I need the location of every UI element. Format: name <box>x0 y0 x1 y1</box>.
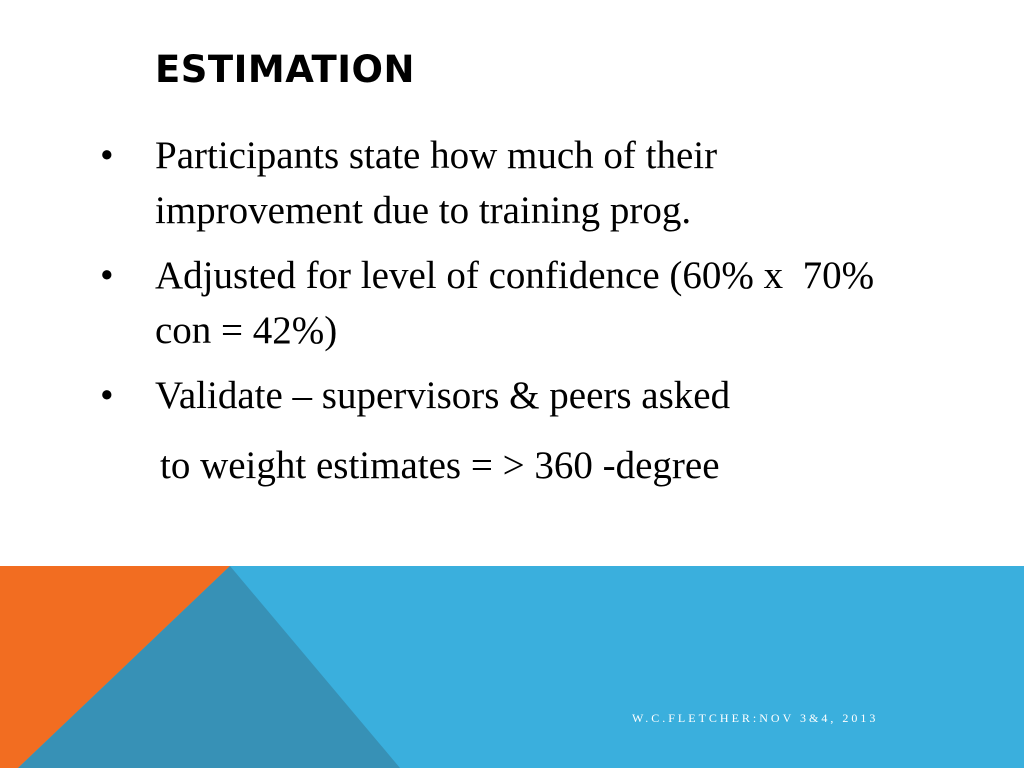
bullet: Participants state how much of their imp… <box>100 128 915 238</box>
dark-triangle <box>18 566 400 768</box>
bullet-list: Participants state how much of their imp… <box>100 128 920 433</box>
footer-band <box>0 566 1024 768</box>
bullet: Validate – supervisors & peers asked <box>100 368 915 423</box>
orange-triangle <box>0 566 230 768</box>
slide-title: ESTIMATION <box>155 48 415 91</box>
footer-text: W.C.FLETCHER:NOV 3&4, 2013 <box>632 711 879 725</box>
bullet: Adjusted for level of confidence (60% x … <box>100 248 915 358</box>
continuation-line: to weight estimates = > 360 -degree <box>160 444 720 487</box>
